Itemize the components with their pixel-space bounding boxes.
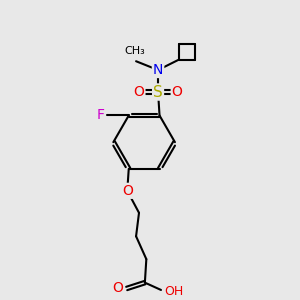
Text: S: S (153, 85, 163, 100)
Text: CH₃: CH₃ (124, 46, 145, 56)
Text: N: N (153, 63, 163, 77)
Text: O: O (172, 85, 183, 99)
Text: O: O (134, 85, 144, 99)
Text: O: O (112, 281, 123, 296)
Text: F: F (96, 109, 104, 122)
Text: OH: OH (164, 285, 183, 298)
Text: O: O (122, 184, 133, 198)
